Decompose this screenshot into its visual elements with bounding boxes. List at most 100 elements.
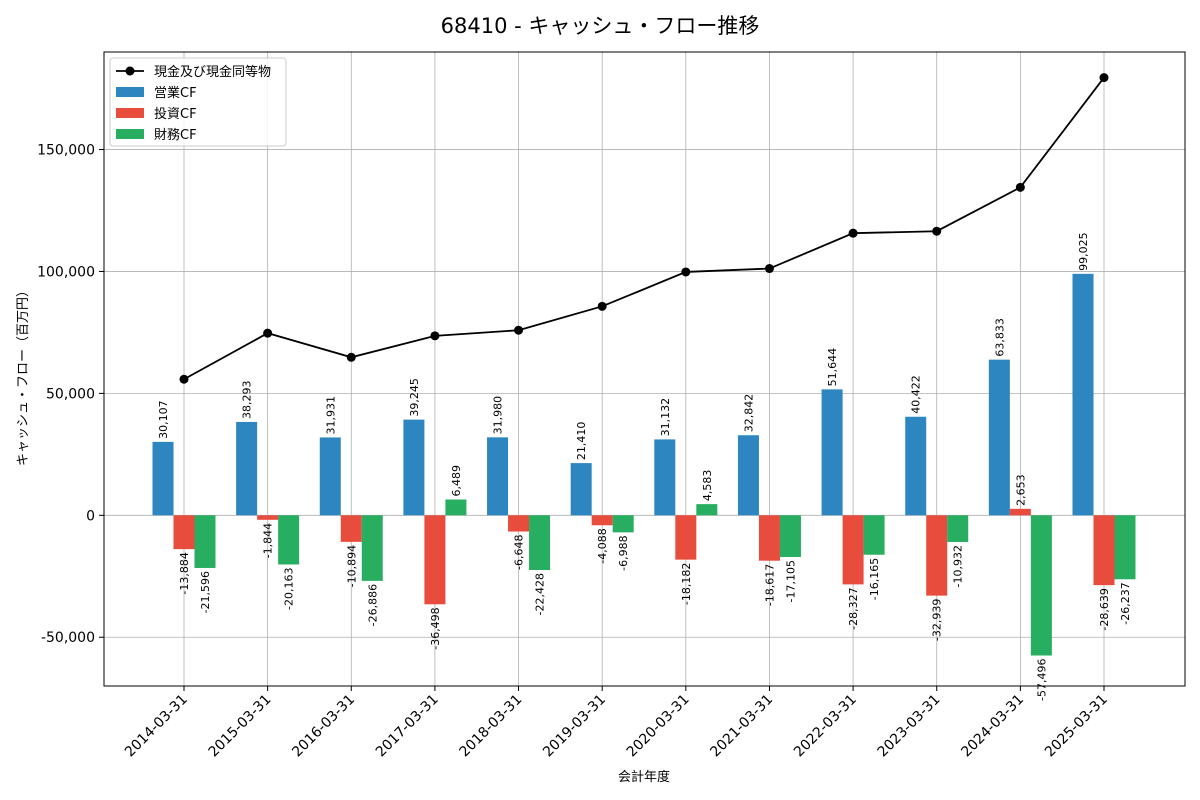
bar-営業CF [988,359,1010,516]
cash-point [346,352,356,362]
legend-label: 営業CF [154,85,197,101]
bar-営業CF [1072,273,1094,516]
cash-point [263,328,273,338]
bar-value-label: 32,842 [742,394,755,433]
bar-value-label: 63,833 [993,318,1006,357]
bar-value-label: 31,931 [324,396,337,435]
bar-財務CF [1114,515,1136,580]
y-tick-label: -50,000 [41,630,95,646]
legend-swatch [116,129,144,139]
bar-営業CF [152,441,174,516]
bar-投資CF [758,515,780,561]
cash-point [514,325,524,335]
bar-投資CF [1009,508,1031,516]
cash-point [597,301,607,311]
y-tick-label: 150,000 [37,143,95,159]
x-tick-label: 2022-03-31 [791,692,860,761]
cash-point [764,264,774,274]
bar-営業CF [737,435,759,516]
legend-swatch [116,108,144,118]
bar-投資CF [1093,515,1115,586]
bar-財務CF [1030,515,1052,656]
y-tick-label: 50,000 [46,386,95,402]
bar-営業CF [905,416,927,516]
x-tick-label: 2023-03-31 [875,692,944,761]
legend-swatch [116,87,144,97]
cash-line [183,77,1105,381]
bar-value-label: -18,182 [680,563,693,605]
bar-投資CF [591,515,613,526]
bar-value-label: -6,988 [617,535,630,570]
legend-label: 投資CF [154,106,197,122]
bar-営業CF [403,419,425,516]
legend-box [109,57,287,147]
bar-value-label: -13,884 [178,552,191,594]
bar-営業CF [236,421,258,516]
x-tick-label: 2025-03-31 [1042,692,1111,761]
bar-value-label: 51,644 [826,348,839,387]
bar-投資CF [173,515,195,550]
x-tick-label: 2024-03-31 [958,692,1027,761]
x-axis-label: 会計年度 [618,769,670,785]
bar-投資CF [675,515,697,560]
bar-value-label: -10,894 [345,545,358,587]
bar-value-label: -1,844 [262,523,275,558]
x-tick-label: 2018-03-31 [457,692,526,761]
x-tick-label: 2017-03-31 [373,692,442,761]
bar-財務CF [529,515,551,570]
bar-value-label: 39,245 [408,378,421,417]
bar-財務CF [696,504,718,516]
legend-label: 財務CF [154,128,197,143]
bar-営業CF [570,463,592,516]
bar-財務CF [863,515,885,555]
x-tick-label: 2019-03-31 [540,692,609,761]
bar-営業CF [487,437,509,516]
bar-value-label: 31,980 [492,396,505,434]
cash-line-layer [179,73,1109,384]
cash-point [179,374,189,384]
x-tick-label: 2020-03-31 [624,692,693,761]
x-tick-label: 2015-03-31 [206,692,275,761]
bar-value-label: 21,410 [575,422,588,461]
legend-marker [125,66,135,76]
bar-value-label: -26,886 [366,584,379,626]
bar-value-label: -21,596 [199,571,212,613]
bar-投資CF [842,515,864,585]
bar-value-label: -4,088 [596,528,609,563]
bar-営業CF [821,389,843,516]
y-tick-label: 100,000 [37,264,95,280]
bar-営業CF [654,439,676,516]
cash-point [681,267,691,277]
bar-value-label: -28,639 [1098,588,1111,630]
cash-point [430,331,440,341]
bar-value-label: -18,617 [763,564,776,606]
bar-value-label: 2,653 [1014,474,1027,506]
y-tick-label: 0 [86,508,95,524]
bar-value-label: -6,648 [513,535,526,570]
x-tick-label: 2014-03-31 [122,692,191,761]
bar-財務CF [361,515,383,581]
bar-value-label: 99,025 [1077,232,1090,271]
bar-value-label: -16,165 [868,558,881,600]
bar-投資CF [340,515,362,542]
bars-layer [152,273,1136,656]
legend-label: 現金及び現金同等物 [154,64,271,80]
bar-value-label: 6,489 [450,465,463,497]
bar-value-label: -20,163 [283,567,296,609]
bar-投資CF [424,515,446,605]
data-labels-layer: 30,107 38,293 31,931 39,245 31,980 21,410 31,1… [157,232,1132,701]
bar-財務CF [445,499,467,516]
y-axis-label: キャッシュ・フロー（百万円） [16,284,31,466]
cash-point [932,226,942,236]
bar-value-label: -10,932 [952,545,965,587]
bar-value-label: -57,496 [1035,659,1048,701]
chart-title: 68410 - キャッシュ・フロー推移 [441,14,760,38]
bar-value-label: -17,105 [784,560,797,602]
bar-value-label: -28,327 [847,587,860,629]
bar-value-label: -22,428 [534,573,547,615]
bar-value-label: 31,132 [659,398,672,437]
axes-layer: 2014-03-31 2015-03-31 2016-03-31 2017-03-31… [37,51,1186,761]
bar-財務CF [947,515,969,542]
bar-財務CF [779,515,801,558]
